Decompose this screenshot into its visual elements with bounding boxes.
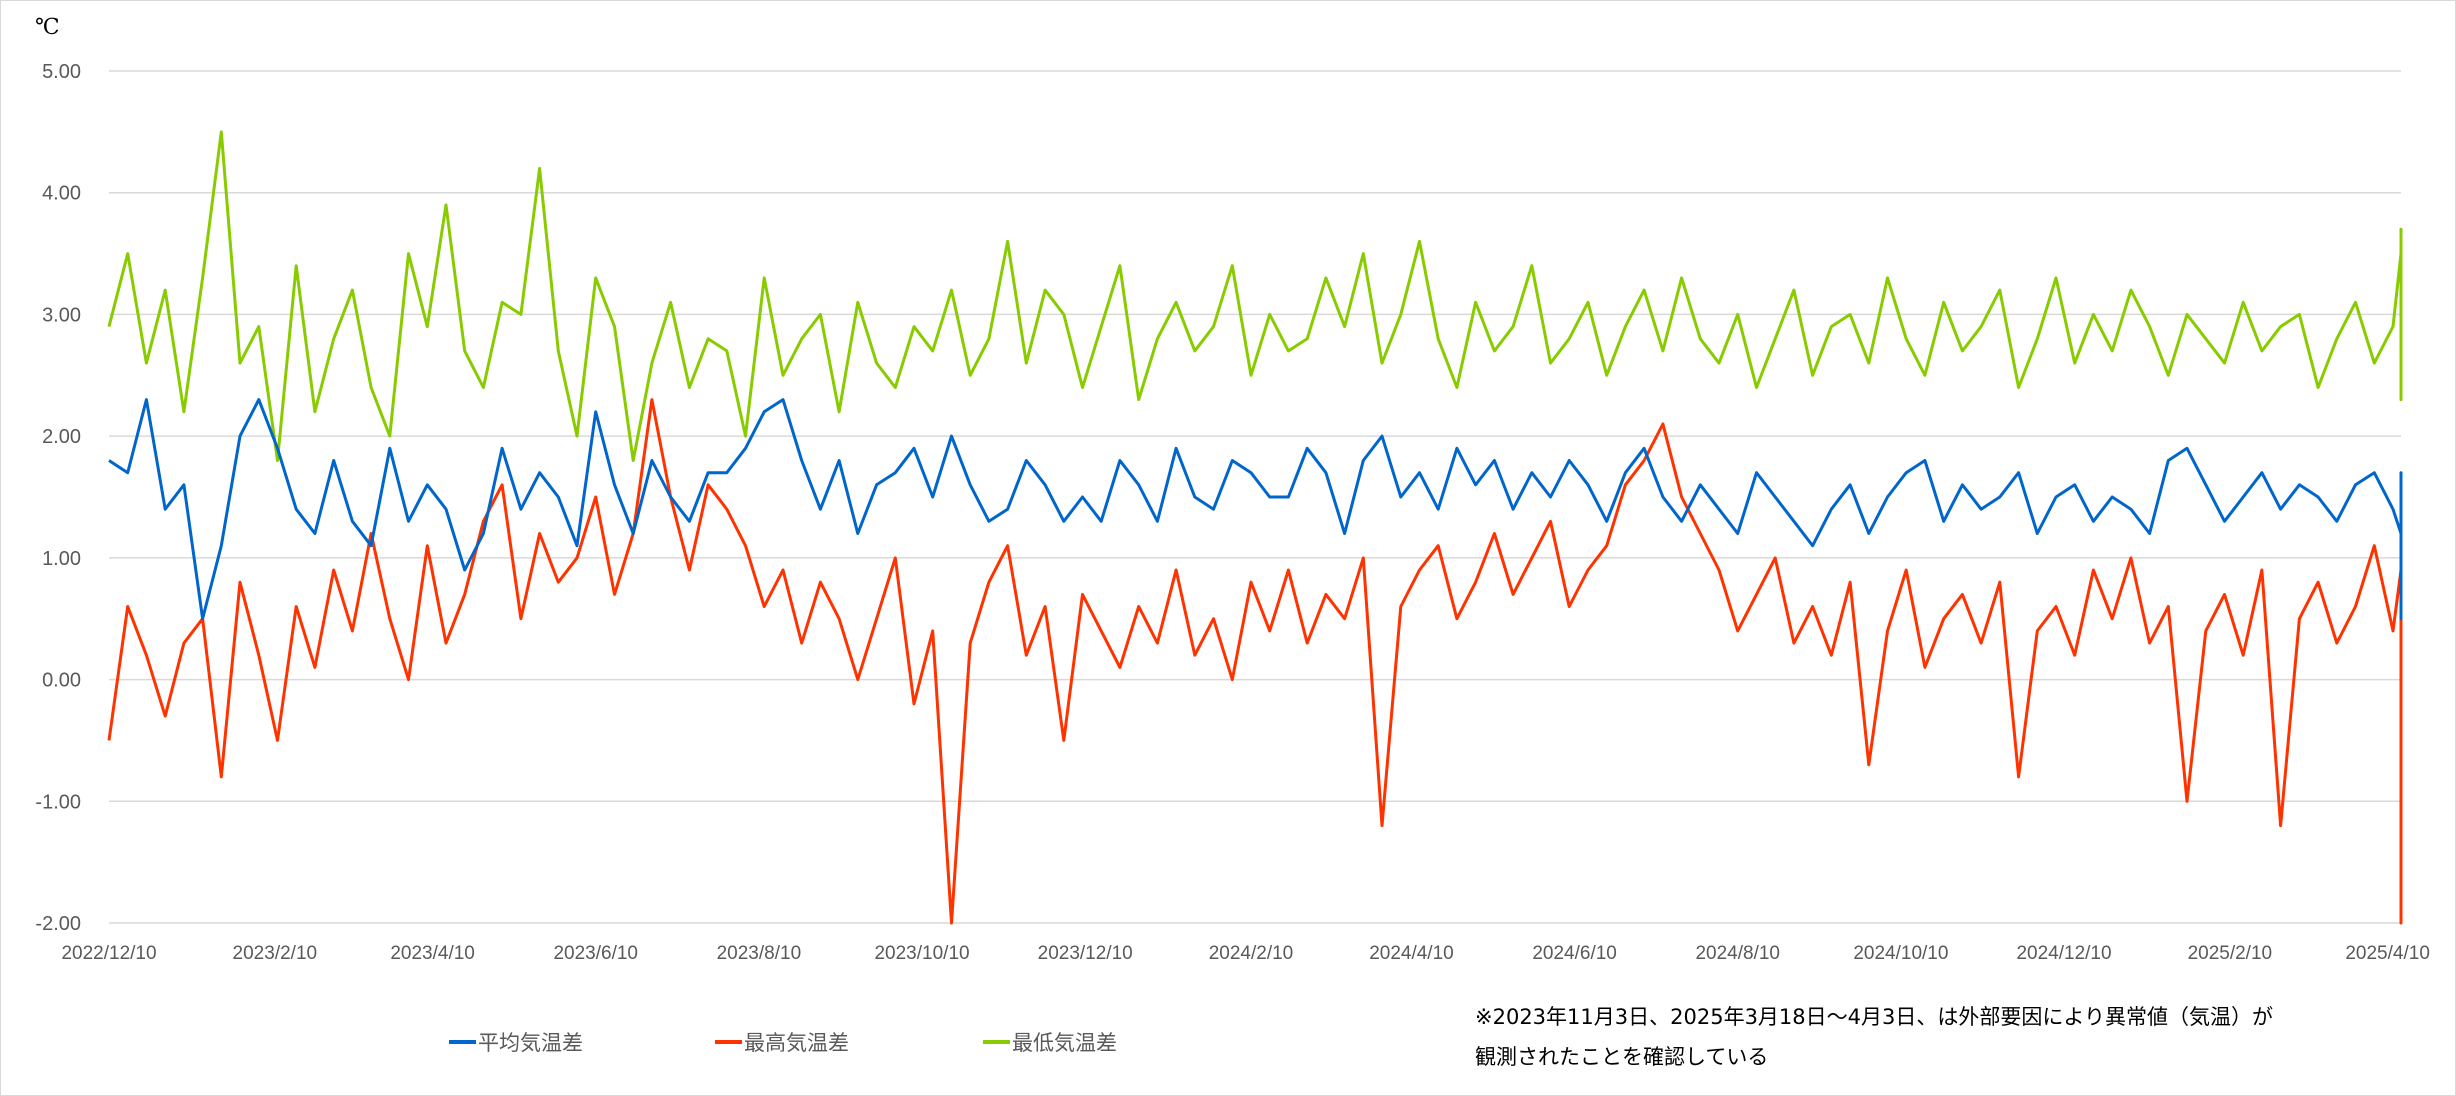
gridlines [109, 70, 2401, 924]
y-tick-label: 4.00 [42, 183, 81, 205]
legend-item-min: 最低気温差 [983, 1027, 1117, 1057]
x-tick-label: 2024/2/10 [1209, 943, 1294, 964]
x-tick-label: 2023/8/10 [717, 943, 802, 964]
x-tick-label: 2023/4/10 [390, 943, 475, 964]
x-tick-label: 2024/4/10 [1369, 943, 1454, 964]
y-tick-label: 5.00 [42, 61, 81, 83]
annotation-note: ※2023年11月3日、2025年3月18日～4月3日、は外部要因により異常値（… [1475, 997, 2435, 1077]
legend-label-max: 最高気温差 [744, 1031, 849, 1055]
y-tick-label: 3.00 [42, 304, 81, 326]
x-tick-label: 2023/12/10 [1038, 943, 1133, 964]
series-line-min [107, 130, 2403, 462]
x-tick-label: 2025/2/10 [2188, 943, 2273, 964]
x-tick-label: 2023/10/10 [874, 943, 969, 964]
y-tick-label: 2.00 [42, 426, 81, 448]
x-tick-label: 2023/2/10 [233, 943, 318, 964]
legend-label-avg: 平均気温差 [478, 1031, 583, 1055]
y-tick-label: 0.00 [42, 670, 81, 692]
legend-swatch-max [715, 1040, 742, 1044]
annotation-note-line-1: ※2023年11月3日、2025年3月18日～4月3日、は外部要因により異常値（… [1475, 1005, 2273, 1029]
x-tick-label: 2024/6/10 [1532, 943, 1617, 964]
x-tick-label: 2024/10/10 [1853, 943, 1948, 964]
legend-label-min: 最低気温差 [1012, 1031, 1117, 1055]
y-tick-label: -2.00 [35, 913, 81, 935]
series-line-avg [108, 398, 2403, 621]
y-tick-label: 1.00 [42, 548, 81, 570]
legend-item-avg: 平均気温差 [449, 1027, 583, 1057]
chart-legend: 平均気温差 最高気温差 最低気温差 [1, 1027, 1301, 1057]
x-tick-label: 2022/12/10 [61, 943, 156, 964]
y-tick-label: -1.00 [35, 791, 81, 813]
x-tick-label: 2025/4/10 [2345, 943, 2430, 964]
legend-item-max: 最高気温差 [715, 1027, 849, 1057]
x-tick-label: 2023/6/10 [553, 943, 638, 964]
legend-swatch-min [983, 1040, 1010, 1044]
x-tick-label: 2024/12/10 [2016, 943, 2111, 964]
series-line-max [107, 398, 2403, 925]
annotation-note-line-2: 観測されたことを確認している [1475, 1045, 1769, 1069]
y-axis-unit-label: ℃ [35, 15, 60, 40]
x-tick-label: 2024/8/10 [1695, 943, 1780, 964]
legend-swatch-avg [449, 1040, 476, 1044]
